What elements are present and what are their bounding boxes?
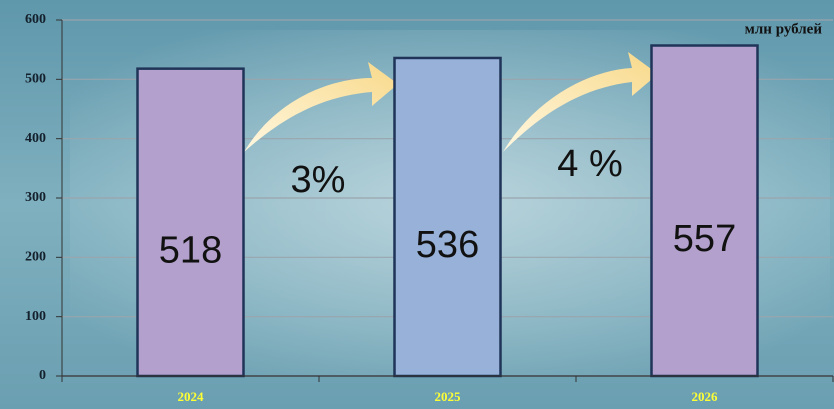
y-tick-label: 400 [25,131,46,146]
annotation: 4 % [557,143,622,185]
y-tick-label: 300 [25,190,46,205]
x-tick-label: 2026 [692,389,719,404]
y-tick-label: 600 [25,12,46,27]
unit-label: млн рублей [745,21,823,37]
bar [650,44,759,378]
x-tick-label: 2024 [178,389,205,404]
annotation: 3% [291,159,346,201]
data-label: 557 [673,218,736,260]
growth-arrow [503,52,658,152]
data-label: 536 [416,224,479,266]
bar [393,56,502,378]
y-tick-label: 200 [25,250,46,265]
y-tick-label: 500 [25,72,46,87]
data-label: 518 [159,229,222,271]
bar [136,67,245,378]
growth-arrow [244,62,398,152]
y-tick-label: 100 [25,309,46,324]
x-tick-label: 2025 [435,389,462,404]
y-tick-label: 0 [39,368,46,383]
